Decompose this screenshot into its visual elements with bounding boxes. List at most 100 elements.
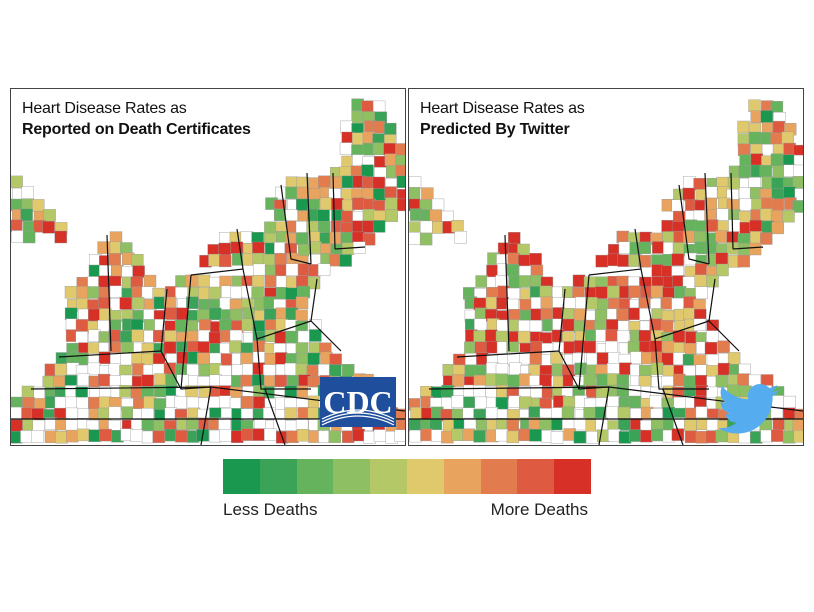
county — [274, 253, 287, 266]
county — [693, 318, 707, 332]
county — [682, 353, 696, 367]
county — [362, 233, 376, 246]
state-border — [588, 268, 710, 340]
county — [550, 431, 564, 444]
county — [695, 406, 709, 419]
county — [385, 209, 398, 223]
county — [111, 265, 124, 278]
county — [661, 352, 674, 366]
county — [771, 221, 784, 235]
county — [695, 286, 708, 299]
county — [507, 252, 520, 266]
county — [263, 364, 276, 377]
state-border — [334, 246, 366, 250]
county — [119, 330, 133, 344]
county — [240, 396, 254, 409]
county — [583, 407, 596, 420]
county — [421, 187, 434, 200]
county — [506, 264, 520, 277]
county — [297, 330, 311, 344]
county — [748, 131, 762, 145]
county — [352, 197, 365, 210]
county — [317, 263, 331, 276]
county — [782, 431, 796, 444]
county — [251, 275, 265, 288]
county — [121, 406, 135, 419]
county — [285, 420, 298, 433]
county — [739, 154, 752, 167]
county — [651, 428, 664, 442]
legend-swatch-3 — [296, 459, 334, 494]
county — [141, 430, 155, 444]
legend-swatch-7 — [443, 459, 481, 494]
county — [143, 274, 157, 288]
color-scale-legend — [223, 459, 591, 494]
county — [495, 428, 508, 442]
county — [695, 263, 708, 276]
county — [485, 407, 499, 420]
county — [329, 364, 342, 377]
county — [638, 241, 652, 255]
county — [65, 407, 79, 421]
county — [164, 330, 177, 343]
county — [352, 132, 365, 145]
county — [586, 352, 599, 366]
county — [528, 406, 541, 419]
county — [384, 186, 397, 199]
county — [618, 418, 631, 431]
legend-swatch-6 — [406, 459, 444, 494]
county — [695, 385, 708, 398]
county — [661, 340, 675, 354]
county — [540, 296, 554, 310]
county — [685, 407, 698, 421]
county — [454, 230, 467, 244]
county — [141, 286, 155, 299]
county — [318, 364, 331, 377]
county — [630, 351, 643, 364]
county — [683, 343, 697, 356]
state-border — [578, 274, 590, 390]
county — [208, 396, 221, 409]
county — [385, 197, 398, 210]
county — [185, 274, 198, 288]
county — [462, 428, 475, 441]
county — [685, 331, 698, 344]
county — [22, 230, 36, 244]
county — [264, 274, 278, 288]
reported-map-title: Heart Disease Rates as Reported on Death… — [20, 97, 254, 142]
county — [618, 241, 632, 255]
county — [252, 241, 265, 255]
county — [339, 254, 352, 267]
predicted-map-panel: Heart Disease Rates as Predicted By Twit… — [408, 88, 804, 446]
county — [728, 219, 741, 233]
county — [616, 230, 630, 244]
county — [21, 186, 35, 199]
county — [32, 199, 45, 212]
county — [319, 197, 333, 211]
county — [342, 364, 355, 377]
county — [253, 263, 266, 277]
county — [649, 395, 662, 408]
county — [208, 307, 222, 321]
county — [361, 100, 374, 113]
county — [87, 362, 101, 376]
county — [306, 220, 319, 234]
county — [529, 352, 543, 365]
county — [506, 430, 520, 444]
county — [616, 385, 630, 398]
county — [739, 198, 752, 211]
county — [771, 177, 784, 190]
county — [597, 429, 610, 442]
county — [394, 429, 405, 442]
county — [706, 330, 719, 343]
county — [219, 429, 232, 442]
county — [420, 220, 433, 234]
county — [561, 318, 575, 332]
county — [583, 340, 596, 354]
county — [409, 232, 421, 245]
county — [704, 341, 718, 355]
county — [230, 241, 244, 255]
county — [683, 375, 697, 388]
county — [759, 164, 772, 178]
county — [141, 374, 154, 387]
